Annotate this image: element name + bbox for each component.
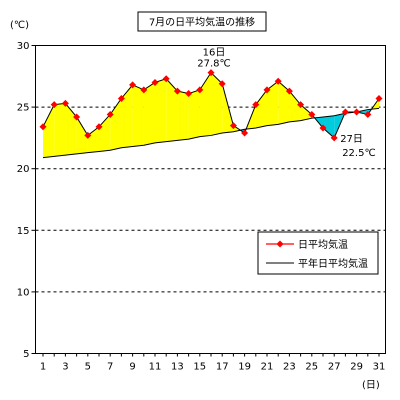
chart-title: 7月の日平均気温の推移 — [149, 16, 255, 29]
legend-daily-label: 日平均気温 — [298, 238, 348, 251]
legend-daily-marker — [276, 240, 284, 248]
daily-point-19 — [241, 129, 249, 137]
y-tick-label-15: 15 — [17, 226, 30, 237]
annotation-day-16: 16日 — [203, 48, 226, 59]
normal-temperature-line — [42, 107, 380, 159]
daily-point-22 — [274, 77, 282, 85]
daily-point-2 — [50, 101, 58, 109]
above-fill-24 — [300, 104, 312, 121]
daily-point-17 — [218, 80, 226, 88]
x-tick-label-1: 1 — [40, 362, 46, 373]
x-tick-label-29: 29 — [350, 362, 363, 373]
above-fill-1 — [43, 104, 55, 158]
daily-point-28 — [341, 108, 349, 116]
above-fill-4 — [76, 116, 88, 154]
legend-normal-label: 平年日平均気温 — [298, 257, 368, 270]
normal-series — [42, 107, 380, 159]
daily-point-9 — [129, 81, 137, 89]
daily-point-25 — [308, 110, 316, 118]
x-tick-label-3: 3 — [62, 362, 68, 373]
y-tick-label-20: 20 — [17, 164, 30, 175]
markers — [39, 69, 383, 142]
above-fill-20 — [255, 89, 267, 129]
above-fill-7 — [110, 98, 122, 151]
daily-point-21 — [263, 86, 271, 94]
daily-point-26 — [319, 124, 327, 132]
daily-point-14 — [185, 90, 193, 98]
above-fill-3 — [65, 103, 77, 156]
daily-point-1 — [39, 123, 47, 131]
x-tick-label-7: 7 — [107, 362, 113, 373]
daily-point-27 — [330, 134, 338, 142]
daily-point-12 — [162, 75, 170, 83]
daily-point-30 — [364, 110, 372, 118]
x-tick-label-5: 5 — [85, 362, 91, 373]
x-tick-label-17: 17 — [216, 362, 229, 373]
daily-point-11 — [151, 78, 159, 86]
above-fill-10 — [143, 82, 155, 146]
above-fill-9 — [132, 84, 144, 147]
daily-point-18 — [229, 122, 237, 130]
daily-point-6 — [95, 123, 103, 131]
daily-point-10 — [140, 86, 148, 94]
daily-point-3 — [61, 99, 69, 107]
y-tick-label-5: 5 — [23, 349, 29, 360]
y-tick-label-10: 10 — [17, 287, 30, 298]
x-tick-label-11: 11 — [149, 362, 162, 373]
fills — [43, 72, 379, 158]
daily-point-4 — [73, 113, 81, 121]
x-tick-label-23: 23 — [283, 362, 296, 373]
daily-point-24 — [297, 101, 305, 109]
daily-point-16 — [207, 69, 215, 77]
x-tick-label-13: 13 — [171, 362, 184, 373]
above-fill-12 — [166, 78, 178, 142]
above-fill-8 — [121, 84, 133, 148]
below-fill-29 — [356, 109, 368, 115]
above-fill-22 — [278, 81, 290, 125]
daily-point-31 — [375, 94, 383, 102]
above-fill-15 — [199, 72, 211, 137]
x-unit-label: (日) — [362, 380, 380, 391]
above-fill-16 — [211, 72, 223, 136]
x-tick-label-9: 9 — [129, 362, 135, 373]
annotation-day-27: 27日 — [340, 134, 363, 145]
legend-box — [257, 231, 379, 275]
x-tick-label-15: 15 — [193, 362, 206, 373]
x-tick-label-27: 27 — [328, 362, 341, 373]
y-tick-label-25: 25 — [17, 103, 30, 114]
annotation-value-16: 27.8℃ — [197, 59, 231, 70]
y-tick-label-30: 30 — [17, 41, 30, 52]
annotation-value-27: 22.5℃ — [342, 148, 376, 159]
above-fill-21 — [267, 81, 279, 126]
above-fill-14 — [188, 89, 200, 140]
above-fill-5 — [87, 126, 99, 153]
below-fill-26 — [323, 115, 335, 138]
daily-point-7 — [106, 110, 114, 118]
title-box — [137, 11, 267, 32]
x-tick-label-25: 25 — [305, 362, 318, 373]
x-tick-label-19: 19 — [238, 362, 251, 373]
daily-point-23 — [285, 87, 293, 95]
x-tick-label-31: 31 — [373, 362, 386, 373]
y-unit-label: (℃) — [10, 20, 29, 31]
above-fill-11 — [155, 78, 167, 143]
daily-point-15 — [196, 86, 204, 94]
daily-point-5 — [84, 131, 92, 139]
above-fill-23 — [289, 91, 301, 122]
x-tick-label-21: 21 — [261, 362, 274, 373]
y-axis-ticks: 5 10 15 20 25 30 — [17, 41, 36, 360]
daily-point-13 — [173, 87, 181, 95]
above-fill-2 — [54, 103, 66, 157]
above-fill-13 — [177, 91, 189, 141]
x-axis-ticks: 1 3 5 7 9 11 13 15 17 19 21 23 25 27 29 31 — [40, 353, 386, 373]
daily-point-8 — [117, 94, 125, 102]
daily-point-29 — [353, 108, 361, 116]
daily-point-20 — [252, 101, 260, 109]
